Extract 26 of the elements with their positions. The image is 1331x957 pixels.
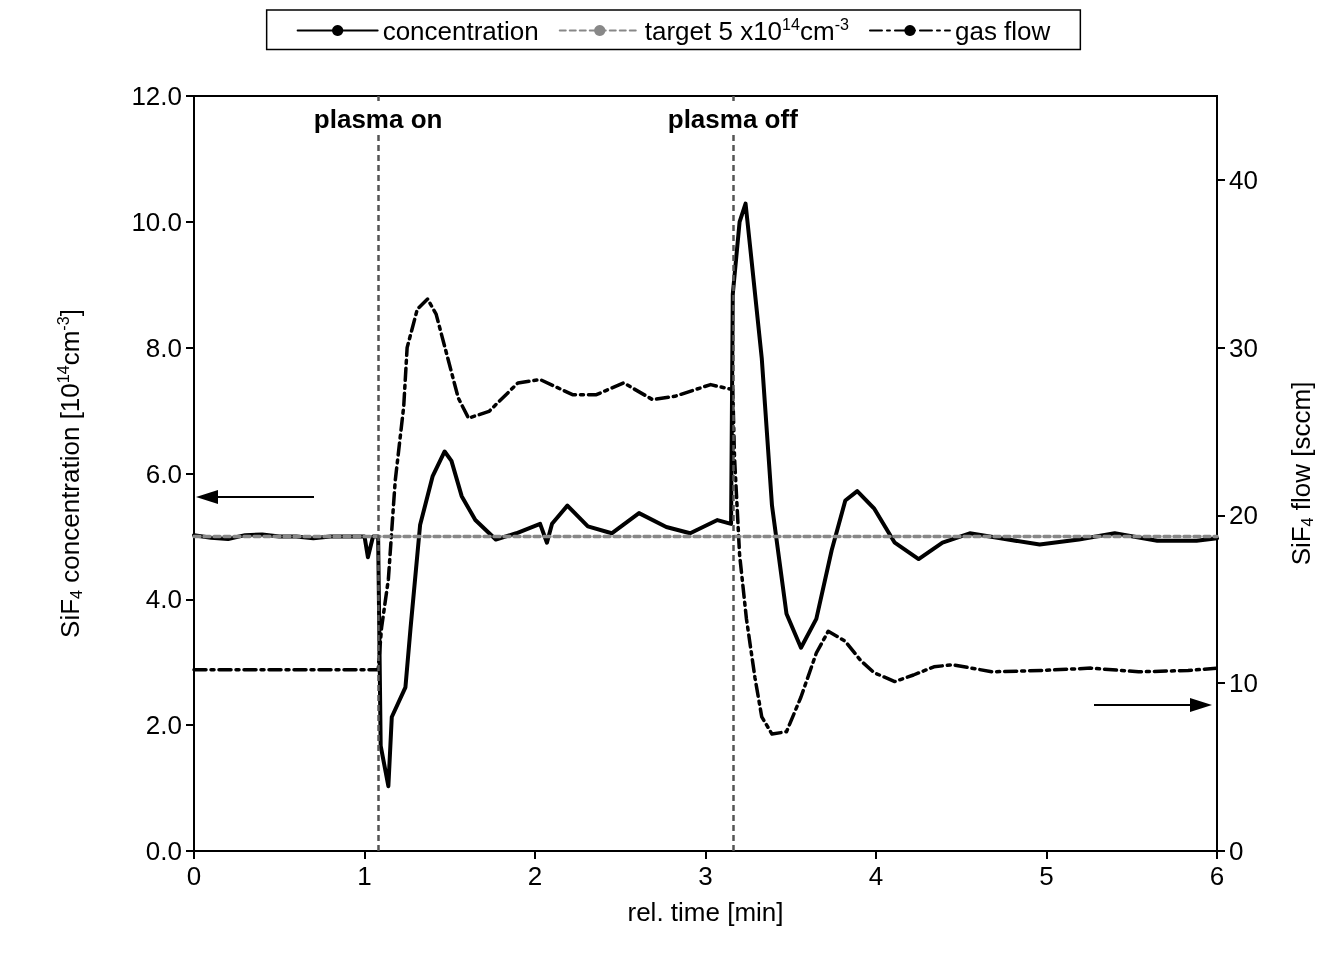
- x-tick-label: 3: [698, 861, 713, 891]
- x-tick-label: 5: [1039, 861, 1054, 891]
- y2-tick-label: 30: [1229, 332, 1258, 363]
- y2-tick-label: 0: [1229, 836, 1244, 866]
- x-axis-title: rel. time [min]: [627, 897, 784, 927]
- y-tick-label: 8.0: [145, 332, 182, 363]
- y2-tick-label: 10: [1229, 668, 1258, 699]
- ref-line-label: plasma off: [667, 104, 799, 134]
- y-tick-label: 6.0: [145, 458, 182, 489]
- y-tick-label: 10.0: [131, 206, 182, 237]
- y-axis-title: SiF4 concentration [1014cm-3]: [54, 309, 85, 638]
- x-tick-label: 4: [868, 861, 884, 891]
- legend-label: concentration: [382, 15, 539, 46]
- x-tick-label: 6: [1209, 861, 1225, 891]
- y-tick-label: 0.0: [145, 836, 182, 866]
- y-tick-label: 12.0: [131, 81, 182, 111]
- y-tick-label: 4.0: [145, 584, 182, 615]
- x-tick-label: 2: [527, 861, 543, 891]
- y-tick-label: 2.0: [145, 710, 182, 741]
- x-tick-label: 0: [186, 861, 202, 891]
- y2-axis-title: SiF4 flow [sccm]: [1285, 381, 1316, 566]
- x-tick-label: 1: [357, 861, 372, 891]
- y2-tick-label: 40: [1229, 164, 1258, 195]
- legend-label: gas flow: [954, 15, 1051, 46]
- y2-tick-label: 20: [1229, 500, 1258, 531]
- ref-line-label: plasma on: [313, 104, 443, 134]
